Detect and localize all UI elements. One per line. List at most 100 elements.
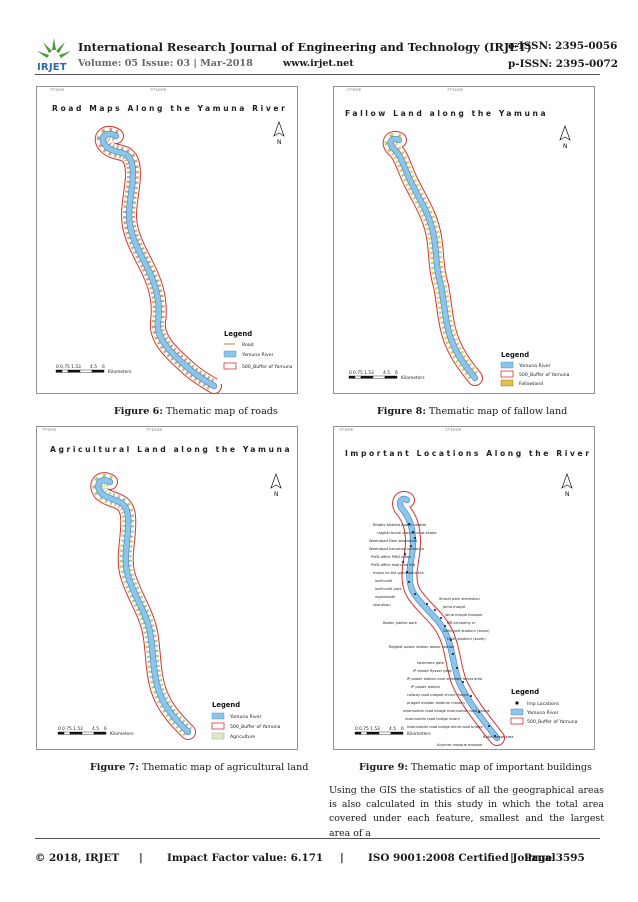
p-issn: p-ISSN: 2395-0072 [508, 58, 618, 70]
location-labels: Bhabhi bhabha power rosatte rajghat buri… [369, 523, 513, 747]
river-channel [100, 131, 217, 389]
figure-9-locations-map: 77°0'0"E 77°10'0"E Important Locations A… [333, 426, 595, 750]
scale-segment [354, 375, 362, 379]
svg-text:IP power station: IP power station [411, 685, 440, 689]
scale-tick-label: 0.75 1.5 [353, 370, 371, 376]
svg-text:77°10'0"E: 77°10'0"E [445, 428, 461, 432]
scale-tick-label: 6 [401, 726, 404, 732]
legend-title: Legend [212, 701, 240, 709]
figure-8-caption: Figure 8: Thematic map of fallow land [377, 406, 568, 417]
footer-iso: ISO 9001:2008 Certified Journal [368, 852, 556, 864]
svg-text:kashmere gate: kashmere gate [417, 661, 445, 665]
logo-text: IRJET [37, 62, 67, 73]
scale-tick-label: 4.5 [383, 370, 390, 376]
journal-url[interactable]: www.irjet.net [283, 58, 354, 69]
svg-text:Shashi park shamshan: Shashi park shamshan [439, 597, 480, 601]
svg-text:nizamuddin road bridge nizam: nizamuddin road bridge nizam [405, 717, 460, 721]
legend-item: Yamuna River [518, 363, 551, 369]
svg-text:Boden Jubilee park: Boden Jubilee park [383, 621, 418, 625]
scale-tick-label: 0 [56, 364, 59, 370]
scale-segment [390, 731, 404, 735]
legend-item: 500_Buffer of Yamuna [519, 372, 570, 378]
body-paragraph: Using the GIS the statistics of all the … [329, 785, 604, 839]
svg-text:jama masjid masque: jama masjid masque [444, 613, 483, 617]
svg-text:nizamuddin road bridge nizamud: nizamuddin road bridge nizamuddin road b… [403, 709, 491, 713]
svg-text:pragati maidan stadium maidan: pragati maidan stadium maidan [407, 701, 465, 705]
yamuna-river-course [382, 131, 483, 386]
svg-text:77°10'0"E: 77°10'0"E [146, 428, 162, 432]
footer-separator: | [139, 852, 143, 864]
footer-page-number: Page 3595 [524, 852, 585, 864]
map-canvas: 77°0'0"E 77°10'0"E Important Locations A… [333, 426, 595, 750]
svg-text:railway road pragati church ho: railway road pragati church hotels [407, 693, 469, 697]
page-header: IRJET International Research Journal of … [0, 0, 638, 80]
svg-text:N: N [277, 139, 282, 146]
map-canvas: 77°0'0"E 77°10'0"E Fallow Land along the… [333, 86, 595, 394]
map-legend: Legend Road Yamuna River 500_Buffer of Y… [217, 318, 293, 384]
scale-segment [93, 731, 107, 735]
legend-item: Fallowland [519, 381, 543, 387]
svg-text:IP power station near sidelobe: IP power station near sidelobe forest ar… [407, 677, 482, 681]
svg-text:nizamuddin road bridge okhla r: nizamuddin road bridge okhla road bridge [407, 725, 483, 729]
legend-title: Legend [511, 688, 539, 696]
scale-unit: Kilometers [110, 731, 134, 737]
map-title: Agricultural Land along the Yamuna [50, 445, 292, 454]
figure-6-roads-map: 77°0'0"E 77°10'0"E Road Maps Along the Y… [36, 86, 298, 394]
scale-segment [63, 731, 71, 735]
legend-item: Yamuna River [526, 710, 559, 716]
scale-tick-label: 3 [377, 726, 380, 732]
svg-text:nigambodh: nigambodh [375, 595, 395, 599]
svg-text:DR alchaemy nr: DR alchaemy nr [447, 621, 476, 625]
scale-segment [61, 369, 69, 373]
river-channel [397, 496, 500, 741]
svg-text:N: N [565, 491, 570, 498]
yamuna-river-course [94, 125, 222, 394]
footer-separator: | [510, 852, 514, 864]
scale-segment [360, 375, 374, 379]
svg-text:rajghat burial ground siras sh: rajghat burial ground siras shabe [377, 531, 437, 535]
scale-segment [79, 369, 93, 373]
svg-text:77°10'0"E: 77°10'0"E [150, 88, 166, 92]
svg-text:Delhi golf stadium (zoom): Delhi golf stadium (zoom) [443, 629, 490, 633]
scale-tick-label: 0.75 1.5 [62, 726, 80, 732]
scale-unit: Kilometers [108, 369, 132, 375]
scale-segment [354, 731, 362, 735]
north-arrow-icon: N [273, 120, 285, 146]
scale-segment [366, 731, 380, 735]
yamuna-river-course [90, 472, 196, 740]
svg-text:Wazirabad Dam wazirabad: Wazirabad Dam wazirabad [369, 539, 417, 543]
svg-text:77°0'0"E: 77°0'0"E [50, 88, 64, 92]
scale-tick-label: 6 [395, 370, 398, 376]
map-legend: Legend Imp Locations Yamuna River 500_Bu… [505, 678, 591, 726]
legend-item: 500_Buffer of Yamuna [242, 364, 293, 370]
svg-text:PWD office majnu ka tila: PWD office majnu ka tila [371, 563, 415, 567]
scale-tick-label: 3 [371, 370, 374, 376]
header-rule [35, 74, 600, 75]
svg-text:77°0'0"E: 77°0'0"E [42, 428, 56, 432]
page-footer: © 2018, IRJET | Impact Factor value: 6.1… [35, 852, 600, 868]
scale-segment [372, 375, 386, 379]
scale-tick-label: 4.5 [389, 726, 396, 732]
svg-text:Jama masjid: Jama masjid [442, 605, 465, 609]
footer-separator: | [340, 852, 344, 864]
scale-tick-label: 4.5 [90, 364, 97, 370]
scale-unit: Kilometers [407, 731, 431, 737]
svg-text:PWD office PWD office: PWD office PWD office [371, 555, 412, 559]
scale-tick-label: 3 [78, 364, 81, 370]
map-legend: Legend Yamuna River 500_Buffer of Yamuna… [497, 340, 589, 390]
volume-issue: Volume: 05 Issue: 03 | Mar-2018 [78, 58, 253, 69]
scale-segment [91, 369, 105, 373]
map-canvas: 77°0'0"E 77°10'0"E Road Maps Along the Y… [36, 86, 298, 394]
footer-rule [35, 838, 600, 839]
svg-text:N: N [274, 491, 279, 498]
e-issn: e-ISSN: 2395-0056 [508, 40, 618, 52]
yamuna-river-course [392, 491, 505, 746]
figure-9-caption: Figure 9: Thematic map of important buil… [359, 762, 592, 773]
legend-title: Legend [224, 330, 252, 338]
svg-text:Rajghat power station power st: Rajghat power station power station [389, 645, 454, 649]
figure-7-caption: Figure 7: Thematic map of agricultural l… [90, 762, 309, 773]
legend-item: Imp Locations [527, 701, 560, 707]
